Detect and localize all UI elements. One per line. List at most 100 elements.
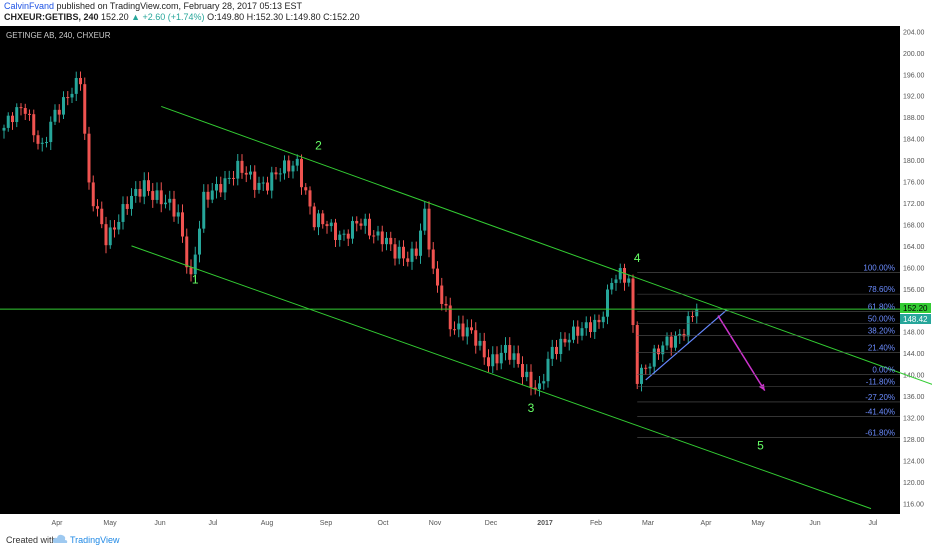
fib-level-label: -61.80% — [865, 428, 895, 437]
candle-body — [287, 160, 291, 172]
candle-body — [189, 267, 193, 275]
candle-body — [644, 367, 648, 369]
candle-body — [295, 158, 299, 166]
fib-level-label: -27.20% — [865, 393, 895, 402]
candle-body — [300, 158, 303, 188]
candle-body — [57, 109, 61, 115]
candle-body — [504, 345, 507, 353]
candle-body — [580, 328, 584, 336]
time-axis: Apr May Jun Jul Aug Sep Oct Nov Dec 2017 Feb Mar Apr… — [52, 520, 878, 527]
candle-body — [96, 206, 99, 209]
plot-background — [0, 26, 900, 514]
y-tick-label: 180.00 — [903, 158, 925, 165]
candle-body — [117, 221, 121, 230]
candle-body — [691, 316, 694, 318]
ohlc-bar: CHXEUR:GETIBS, 240 152.20 ▲ +2.60 (+1.74… — [4, 12, 360, 22]
wave-label: 1 — [192, 272, 199, 286]
y-tick-label: 120.00 — [903, 480, 925, 487]
candle-body — [125, 204, 129, 209]
candle-body — [11, 115, 14, 123]
price-chart[interactable]: 116.00120.00124.00128.00132.00136.00140.… — [0, 26, 932, 530]
x-tick-label: Dec — [485, 520, 498, 527]
candle-body — [325, 224, 329, 227]
candle-body — [257, 182, 261, 190]
candle-body — [2, 127, 6, 131]
chart-header: CalvinFvand published on TradingView.com… — [0, 0, 932, 26]
y-tick-label: 140.00 — [903, 373, 925, 380]
candle-body — [66, 97, 70, 99]
y-tick-label: 156.00 — [903, 287, 925, 294]
y-tick-label: 136.00 — [903, 394, 925, 401]
candle-body — [597, 319, 601, 323]
candle-body — [495, 354, 499, 364]
candle-body — [516, 353, 520, 365]
candle-body — [440, 285, 444, 304]
candle-body — [635, 325, 639, 384]
candle-body — [410, 248, 414, 262]
candle-body — [665, 336, 669, 346]
wave-label: 2 — [315, 138, 322, 152]
chart-title: GETINGE AB, 240, CHXEUR — [6, 31, 111, 40]
candle-body — [121, 204, 125, 222]
candle-body — [155, 190, 159, 200]
author-name[interactable]: CalvinFvand — [4, 1, 55, 11]
candle-body — [652, 348, 656, 367]
fib-level-label: 0.00% — [872, 366, 895, 375]
candle-body — [15, 107, 19, 123]
candle-body — [164, 202, 167, 205]
y-tick-label: 124.00 — [903, 458, 925, 465]
x-tick-label: Jun — [809, 520, 820, 527]
x-tick-label: Feb — [590, 520, 602, 527]
candle-body — [567, 339, 571, 343]
candle-body — [45, 142, 48, 144]
candle-body — [198, 228, 201, 255]
price-axis-panel — [900, 26, 932, 530]
candle-body — [631, 278, 635, 326]
y-tick-label: 116.00 — [903, 501, 924, 508]
candle-body — [478, 340, 482, 346]
candle-body — [427, 208, 431, 250]
candle-body — [525, 371, 529, 378]
candle-body — [79, 77, 82, 85]
candle-body — [40, 142, 44, 144]
candle-body — [236, 160, 240, 179]
candle-body — [610, 282, 614, 290]
candle-body — [436, 268, 439, 286]
candle-body — [351, 220, 354, 239]
y-tick-label: 176.00 — [903, 180, 925, 187]
ticker-label: CHXEUR:GETIBS, 240 — [4, 12, 99, 22]
candle-body — [6, 115, 10, 128]
candle-body — [423, 208, 427, 231]
tradingview-link[interactable]: TradingView — [70, 535, 120, 545]
candle-body — [385, 237, 388, 245]
wave-label: 3 — [528, 401, 535, 415]
fib-level-label: 50.00% — [868, 315, 895, 324]
candle-body — [546, 358, 550, 382]
candle-body — [393, 244, 397, 259]
candle-body — [657, 348, 660, 355]
x-tick-label: Oct — [378, 520, 389, 527]
candle-body — [108, 227, 112, 246]
candle-body — [342, 233, 346, 235]
candle-body — [210, 190, 214, 200]
candles — [2, 71, 699, 397]
candle-body — [304, 187, 308, 191]
candle-body — [563, 338, 567, 343]
lower-channel-line — [131, 245, 872, 510]
candle-body — [538, 383, 541, 390]
candle-body — [338, 234, 342, 241]
candle-body — [623, 268, 626, 283]
support-trendline — [645, 309, 727, 381]
fib-retracement: 100.00% 78.60% 61.80% 50.00% 38.20% 21.40% 0.0… — [637, 264, 900, 438]
candle-body — [491, 354, 495, 367]
candle-body — [533, 387, 537, 390]
y-tick-label: 164.00 — [903, 244, 925, 251]
candle-body — [606, 289, 609, 317]
y-tick-label: 148.00 — [903, 330, 925, 337]
candle-body — [329, 222, 333, 227]
candle-body — [487, 357, 490, 367]
candle-body — [232, 177, 235, 179]
price-change: ▲ +2.60 (+1.74%) — [131, 12, 205, 22]
candle-body — [185, 236, 189, 268]
fib-level-label: 61.80% — [868, 302, 895, 311]
